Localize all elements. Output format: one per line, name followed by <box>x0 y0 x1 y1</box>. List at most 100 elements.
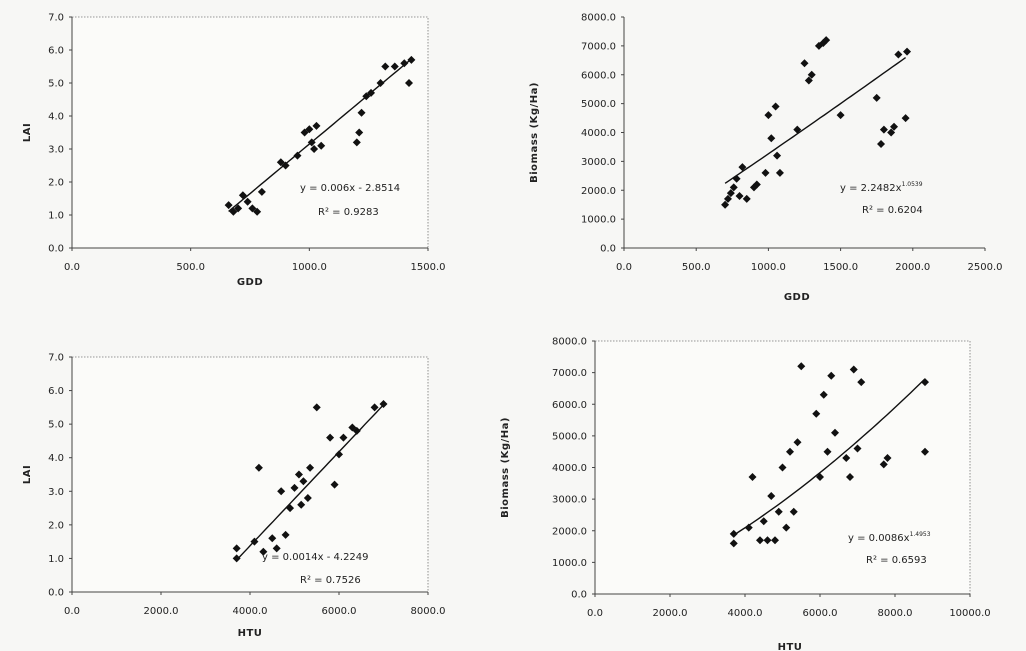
chart-1: 0.0 1.0 2.0 3.0 4.0 5.0 6.0 7.0 0.0 500.0 1000.0 15… <box>22 13 446 289</box>
y-tick-label: 6.0 <box>48 46 64 57</box>
data-point <box>819 390 828 399</box>
data-point <box>879 460 888 469</box>
data-point <box>299 477 308 486</box>
data-point <box>290 483 299 492</box>
data-point <box>800 59 809 68</box>
data-point <box>831 428 839 437</box>
data-point <box>317 141 326 150</box>
data-point <box>921 447 929 456</box>
data-point <box>379 400 388 408</box>
data-point <box>763 536 772 545</box>
y-axis-title: LAI <box>22 123 33 142</box>
data-point <box>742 194 751 203</box>
y-axis-title: LAI <box>22 465 33 484</box>
data-point <box>729 529 738 538</box>
data-point <box>407 55 416 64</box>
data-point <box>257 187 266 196</box>
data-point <box>381 62 390 71</box>
data-point <box>752 180 761 189</box>
x-tick-label: 2000.0 <box>653 608 688 619</box>
x-tick-label: 6000.0 <box>322 606 357 617</box>
data-point <box>224 201 233 210</box>
data-point <box>797 362 806 371</box>
data-point <box>807 70 816 79</box>
x-tick-label: 0.0 <box>64 606 80 617</box>
data-point <box>771 102 780 111</box>
data-point <box>921 378 929 387</box>
chart-4: 0.0 1000.0 2000.0 3000.0 4000.0 5000.0 6000.0 7… <box>500 337 991 651</box>
trendline <box>724 57 907 184</box>
data-point <box>297 500 306 509</box>
x-axis-title: GDD <box>784 292 810 303</box>
y-tick-label: 8000.0 <box>581 13 616 24</box>
data-point <box>846 472 854 481</box>
data-point <box>842 454 851 463</box>
data-point <box>306 463 315 472</box>
data-point <box>253 207 262 216</box>
data-point <box>276 158 285 167</box>
data-point <box>732 174 741 183</box>
data-point <box>756 536 764 545</box>
data-point <box>352 426 361 435</box>
y-tick-label: 5000.0 <box>581 99 616 110</box>
data-point <box>729 539 738 548</box>
y-tick-label: 2000.0 <box>581 186 616 197</box>
data-point <box>281 530 290 539</box>
x-tick-label: 500.0 <box>176 262 205 273</box>
data-point <box>786 447 794 456</box>
trendline <box>733 378 926 536</box>
data-point <box>355 128 364 137</box>
x-tick-label: 4000.0 <box>728 608 763 619</box>
data-point <box>883 454 892 463</box>
data-point <box>312 121 321 130</box>
x-axis-title: GDD <box>237 277 263 288</box>
data-point <box>822 36 831 45</box>
x-tick-label: 1000.0 <box>292 262 327 273</box>
trendline-equation: y = 0.0014x - 4.2249 <box>262 552 369 563</box>
data-point <box>812 409 821 418</box>
x-tick-label: 0.0 <box>587 608 603 619</box>
y-tick-label: 2.0 <box>48 520 64 531</box>
x-tick-label: 10000.0 <box>949 608 990 619</box>
data-point <box>272 544 281 553</box>
data-point <box>405 79 414 87</box>
data-point <box>367 88 376 97</box>
data-point <box>759 517 768 526</box>
x-tick-label: 0.0 <box>64 262 80 273</box>
data-point <box>390 62 399 71</box>
data-point <box>234 204 243 213</box>
y-tick-label: 0.0 <box>571 590 587 601</box>
data-point <box>793 438 802 447</box>
data-point <box>248 204 257 213</box>
data-point <box>849 365 858 374</box>
data-point <box>789 507 798 516</box>
y-tick-label: 8000.0 <box>552 337 587 348</box>
y-tick-label: 7000.0 <box>581 41 616 52</box>
y-tick-label: 7000.0 <box>552 368 587 379</box>
data-point <box>303 494 312 502</box>
y-tick-label: 7.0 <box>48 13 64 24</box>
y-tick-label: 1000.0 <box>552 558 587 569</box>
data-point <box>903 47 912 56</box>
data-point <box>823 447 832 456</box>
y-tick-label: 6.0 <box>48 386 64 397</box>
x-tick-label: 4000.0 <box>233 606 268 617</box>
chart-2: 0.0 1000.0 2000.0 3000.0 4000.0 5000.0 6000.0 7… <box>529 13 1003 304</box>
data-point <box>294 470 303 479</box>
x-tick-label: 0.0 <box>616 262 632 273</box>
y-tick-label: 0.0 <box>48 244 64 255</box>
data-point <box>723 194 732 203</box>
y-tick-label: 3.0 <box>48 145 64 156</box>
data-point <box>362 92 371 101</box>
data-point <box>238 191 247 200</box>
data-point <box>726 189 735 198</box>
data-point <box>767 491 776 500</box>
data-point <box>774 507 783 516</box>
data-point <box>307 138 316 147</box>
x-tick-label: 1500.0 <box>823 262 858 273</box>
data-point <box>778 463 787 472</box>
y-tick-label: 1000.0 <box>581 215 616 226</box>
r-squared-label: R² = 0.9283 <box>318 207 379 218</box>
x-tick-label: 500.0 <box>682 262 711 273</box>
